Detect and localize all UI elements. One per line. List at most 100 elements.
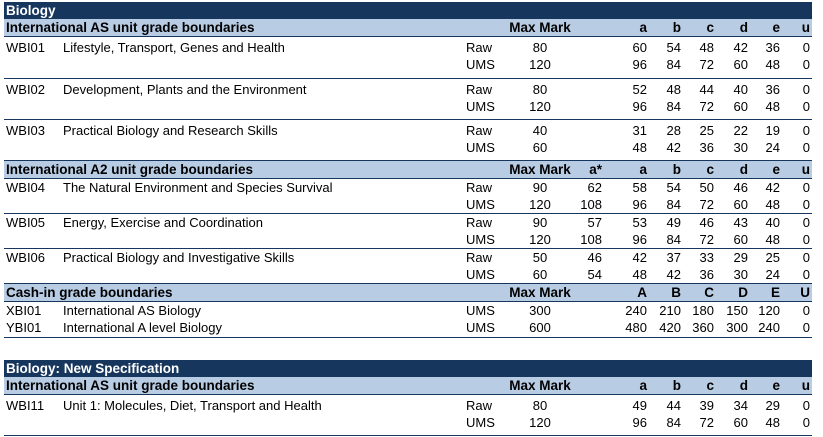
grade-value: 240 — [758, 320, 780, 335]
grade-value: 62 — [587, 180, 602, 195]
unit-block-wbi02: WBI02 Development, Plants and the Enviro… — [4, 81, 812, 120]
grade-header: b — [672, 378, 681, 393]
grade-value: 108 — [580, 197, 602, 212]
grade-header: b — [672, 20, 681, 35]
grade-value: 300 — [726, 320, 748, 335]
grade-value: 48 — [765, 197, 780, 212]
unit-title: The Natural Environment and Species Surv… — [63, 180, 333, 195]
max-mark: 90 — [532, 215, 548, 230]
max-mark: 120 — [529, 415, 551, 430]
table-row: XBI01 International AS Biology UMS 300 2… — [4, 302, 812, 319]
grade-header: u — [801, 162, 810, 177]
unit-code: WBI04 — [6, 180, 46, 195]
biology-section: Biology International AS unit grade boun… — [4, 2, 812, 338]
grade-value: 0 — [802, 215, 810, 230]
grade-value: 0 — [802, 232, 810, 247]
as-header-label: International AS unit grade boundaries — [6, 20, 255, 35]
grade-value: 30 — [733, 140, 748, 155]
grade-header: d — [739, 20, 748, 35]
grade-header: C — [704, 285, 714, 300]
max-mark: 120 — [529, 99, 551, 114]
grade-value: 72 — [699, 57, 714, 72]
grade-header: d — [739, 378, 748, 393]
a2-header-label: International A2 unit grade boundaries — [6, 162, 254, 177]
grade-value: 46 — [587, 250, 602, 265]
qualification-title: International A level Biology — [63, 320, 222, 335]
grade-value: 25 — [765, 250, 780, 265]
grade-value: 60 — [733, 99, 748, 114]
grade-value: 34 — [733, 398, 748, 413]
grade-value: 58 — [632, 180, 647, 195]
unit-code: WBI05 — [6, 215, 46, 230]
grade-value: 44 — [666, 398, 681, 413]
unit-title: Practical Biology and Research Skills — [63, 123, 278, 138]
grade-value: 0 — [802, 140, 810, 155]
grade-value: 42 — [632, 250, 647, 265]
cashin-header-row: Cash-in grade boundaries Max Mark A B C … — [4, 284, 812, 302]
grade-value: 48 — [765, 232, 780, 247]
mark-type: UMS — [466, 197, 495, 212]
mark-type: Raw — [466, 123, 493, 138]
cashin-header-label: Cash-in grade boundaries — [6, 285, 173, 300]
grade-value: 72 — [699, 232, 714, 247]
grade-value: 0 — [802, 180, 810, 195]
grade-value: 53 — [632, 215, 647, 230]
grade-value: 48 — [699, 40, 714, 55]
mark-type: Raw — [466, 180, 493, 195]
grade-value: 40 — [733, 82, 748, 97]
grade-value: 24 — [765, 267, 780, 282]
grade-value: 48 — [632, 267, 647, 282]
grade-header: a — [639, 378, 647, 393]
unit-code: WBI01 — [6, 40, 46, 55]
table-row: WBI01 Lifestyle, Transport, Genes and He… — [4, 39, 812, 56]
grade-header: e — [772, 162, 780, 177]
grade-value: 46 — [699, 215, 714, 230]
table-row: UMS 60 48 42 36 30 24 0 — [4, 139, 812, 156]
grade-header: a — [639, 20, 647, 35]
qualification-title: International AS Biology — [63, 303, 202, 318]
mark-type: UMS — [466, 415, 495, 430]
grade-value: 44 — [699, 82, 714, 97]
grade-value: 60 — [632, 40, 647, 55]
grade-value: 0 — [802, 197, 810, 212]
grade-value: 360 — [692, 320, 714, 335]
mark-type: Raw — [466, 215, 493, 230]
unit-block-wbi05: WBI05 Energy, Exercise and Coordination … — [4, 214, 812, 249]
new-as-header-row: International AS unit grade boundaries M… — [4, 377, 812, 395]
qualification-code: XBI01 — [6, 303, 42, 318]
mark-type: Raw — [466, 40, 493, 55]
grade-value: 84 — [666, 99, 681, 114]
table-row: WBI05 Energy, Exercise and Coordination … — [4, 214, 812, 231]
table-row: WBI04 The Natural Environment and Specie… — [4, 179, 812, 196]
as-header-row: International AS unit grade boundaries M… — [4, 19, 812, 37]
grade-value: 36 — [699, 267, 714, 282]
grade-header: E — [770, 285, 780, 300]
max-mark: 50 — [532, 250, 548, 265]
grade-value: 52 — [632, 82, 647, 97]
new-spec-section: Biology: New Specification International… — [4, 360, 812, 436]
grade-value: 36 — [699, 140, 714, 155]
grade-value: 72 — [699, 415, 714, 430]
grade-value: 210 — [659, 303, 681, 318]
cashin-block: XBI01 International AS Biology UMS 300 2… — [4, 302, 812, 338]
grade-header: D — [738, 285, 748, 300]
grade-value: 60 — [733, 57, 748, 72]
grade-value: 0 — [802, 250, 810, 265]
max-mark: 60 — [532, 267, 548, 282]
grade-value: 72 — [699, 197, 714, 212]
grade-value: 42 — [666, 267, 681, 282]
grade-value: 96 — [632, 232, 647, 247]
grade-value: 54 — [666, 180, 681, 195]
max-mark: 600 — [529, 320, 551, 335]
grade-value: 29 — [733, 250, 748, 265]
grade-value: 84 — [666, 197, 681, 212]
mark-type: Raw — [466, 82, 493, 97]
max-mark: 80 — [532, 398, 548, 413]
grade-value: 37 — [666, 250, 681, 265]
as-header-label: International AS unit grade boundaries — [6, 378, 255, 393]
unit-title: Practical Biology and Investigative Skil… — [63, 250, 295, 265]
mark-type: UMS — [466, 320, 495, 335]
grade-value: 420 — [659, 320, 681, 335]
grade-value: 120 — [758, 303, 780, 318]
grade-value: 49 — [632, 398, 647, 413]
